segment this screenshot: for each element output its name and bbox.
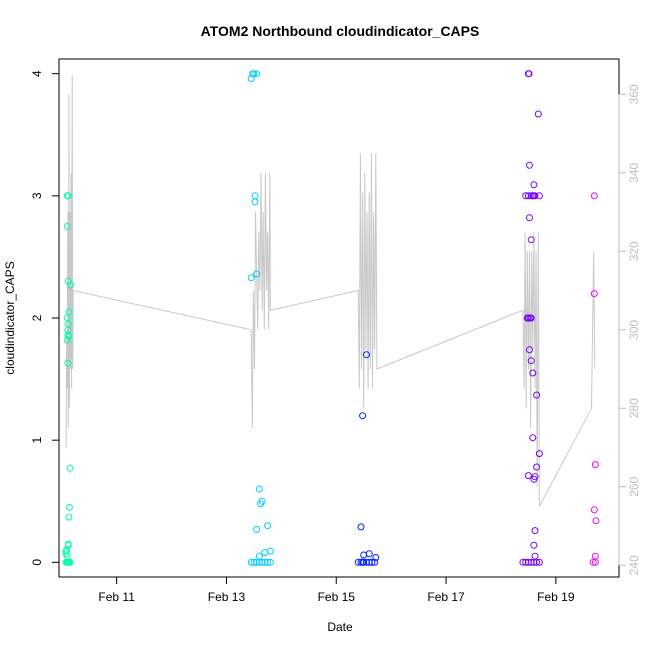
x-tick-label: Feb 19 [537, 590, 575, 604]
data-point [247, 274, 255, 282]
points-layer [62, 70, 600, 566]
data-point [251, 192, 259, 200]
data-point [67, 281, 74, 289]
data-point [66, 464, 74, 472]
y-tick-label: 0 [30, 559, 44, 566]
data-point [533, 463, 541, 471]
data-point [590, 192, 598, 200]
data-point [526, 346, 533, 354]
y-tick-label: 3 [30, 192, 44, 199]
data-point [65, 513, 73, 521]
data-point [535, 192, 543, 200]
x-axis-label: Date [327, 620, 353, 634]
data-point [255, 485, 263, 493]
data-point [533, 391, 541, 399]
data-point [266, 547, 274, 555]
y-axis: 0 1 2 3 4 [30, 70, 60, 566]
data-point [535, 450, 543, 458]
data-point [372, 554, 380, 561]
x-tick-label: Feb 11 [98, 590, 135, 604]
data-point [592, 517, 600, 525]
data-point [527, 314, 535, 322]
y2-tick-label: 300 [627, 319, 641, 339]
data-point [590, 506, 598, 514]
data-point [63, 558, 71, 566]
data-point [529, 369, 537, 377]
data-point [64, 331, 72, 339]
data-point [64, 541, 72, 549]
x-tick-label: Feb 17 [427, 590, 465, 604]
y2-tick-label: 320 [627, 241, 641, 261]
data-point [363, 558, 370, 566]
data-point [535, 558, 543, 566]
data-point [251, 198, 259, 206]
data-point [65, 308, 73, 316]
data-point [357, 523, 365, 531]
y-tick-label: 2 [30, 314, 44, 321]
data-point [264, 558, 272, 566]
data-point [591, 558, 599, 566]
x-tick-label: Feb 15 [318, 590, 356, 604]
data-point [257, 500, 264, 508]
data-point [531, 552, 539, 560]
data-point [247, 558, 255, 566]
data-point [66, 558, 74, 566]
data-point [590, 290, 598, 298]
data-point [64, 277, 72, 285]
x-tick-label: Feb 13 [208, 590, 246, 604]
data-point [534, 110, 542, 118]
data-point [63, 336, 71, 344]
data-point [523, 314, 531, 322]
secondary-series-line [65, 74, 596, 507]
data-point [531, 527, 539, 535]
data-point [530, 541, 538, 549]
data-point [253, 270, 261, 278]
secondary-line-layer [65, 74, 596, 507]
data-point [64, 192, 72, 200]
data-point [368, 558, 376, 566]
chart-title: ATOM2 Northbound cloudindicator_CAPS [201, 23, 480, 39]
y2-tick-label: 260 [627, 476, 641, 496]
y-tick-label: 4 [30, 70, 44, 77]
data-point [264, 522, 272, 530]
data-point [365, 550, 373, 558]
data-point [64, 359, 72, 367]
data-point [530, 181, 538, 189]
data-point [529, 434, 537, 442]
data-point [526, 214, 533, 222]
data-point [589, 558, 597, 566]
data-point [249, 70, 257, 78]
data-point [359, 412, 367, 420]
data-point [591, 461, 599, 469]
y2-tick-label: 340 [627, 162, 641, 182]
data-point [359, 558, 367, 566]
data-point [524, 472, 532, 480]
data-point [527, 236, 535, 244]
y2-tick-label: 280 [627, 398, 641, 418]
data-point [363, 351, 370, 359]
data-point [527, 357, 535, 365]
data-point [65, 332, 73, 340]
data-point [65, 503, 73, 511]
data-point [255, 552, 263, 560]
data-point [253, 525, 261, 533]
data-point [371, 558, 379, 566]
data-point [526, 161, 533, 169]
y-tick-label: 1 [30, 437, 44, 444]
data-point [266, 558, 274, 566]
data-point [360, 551, 368, 559]
y2-tick-label: 240 [627, 555, 641, 575]
y2-axis: 240 260 280 300 320 340 360 [618, 84, 641, 575]
x-axis: Feb 11 Feb 13 Feb 15 Feb 17 Feb 19 [98, 576, 575, 604]
data-point [525, 70, 533, 78]
data-point [527, 558, 535, 566]
y2-tick-label: 360 [627, 84, 641, 104]
data-point [253, 70, 261, 78]
data-point [63, 222, 71, 230]
data-point [530, 475, 538, 483]
data-point [591, 552, 599, 560]
data-point [64, 320, 72, 328]
y-axis-label: cloudindicator_CAPS [3, 261, 17, 374]
